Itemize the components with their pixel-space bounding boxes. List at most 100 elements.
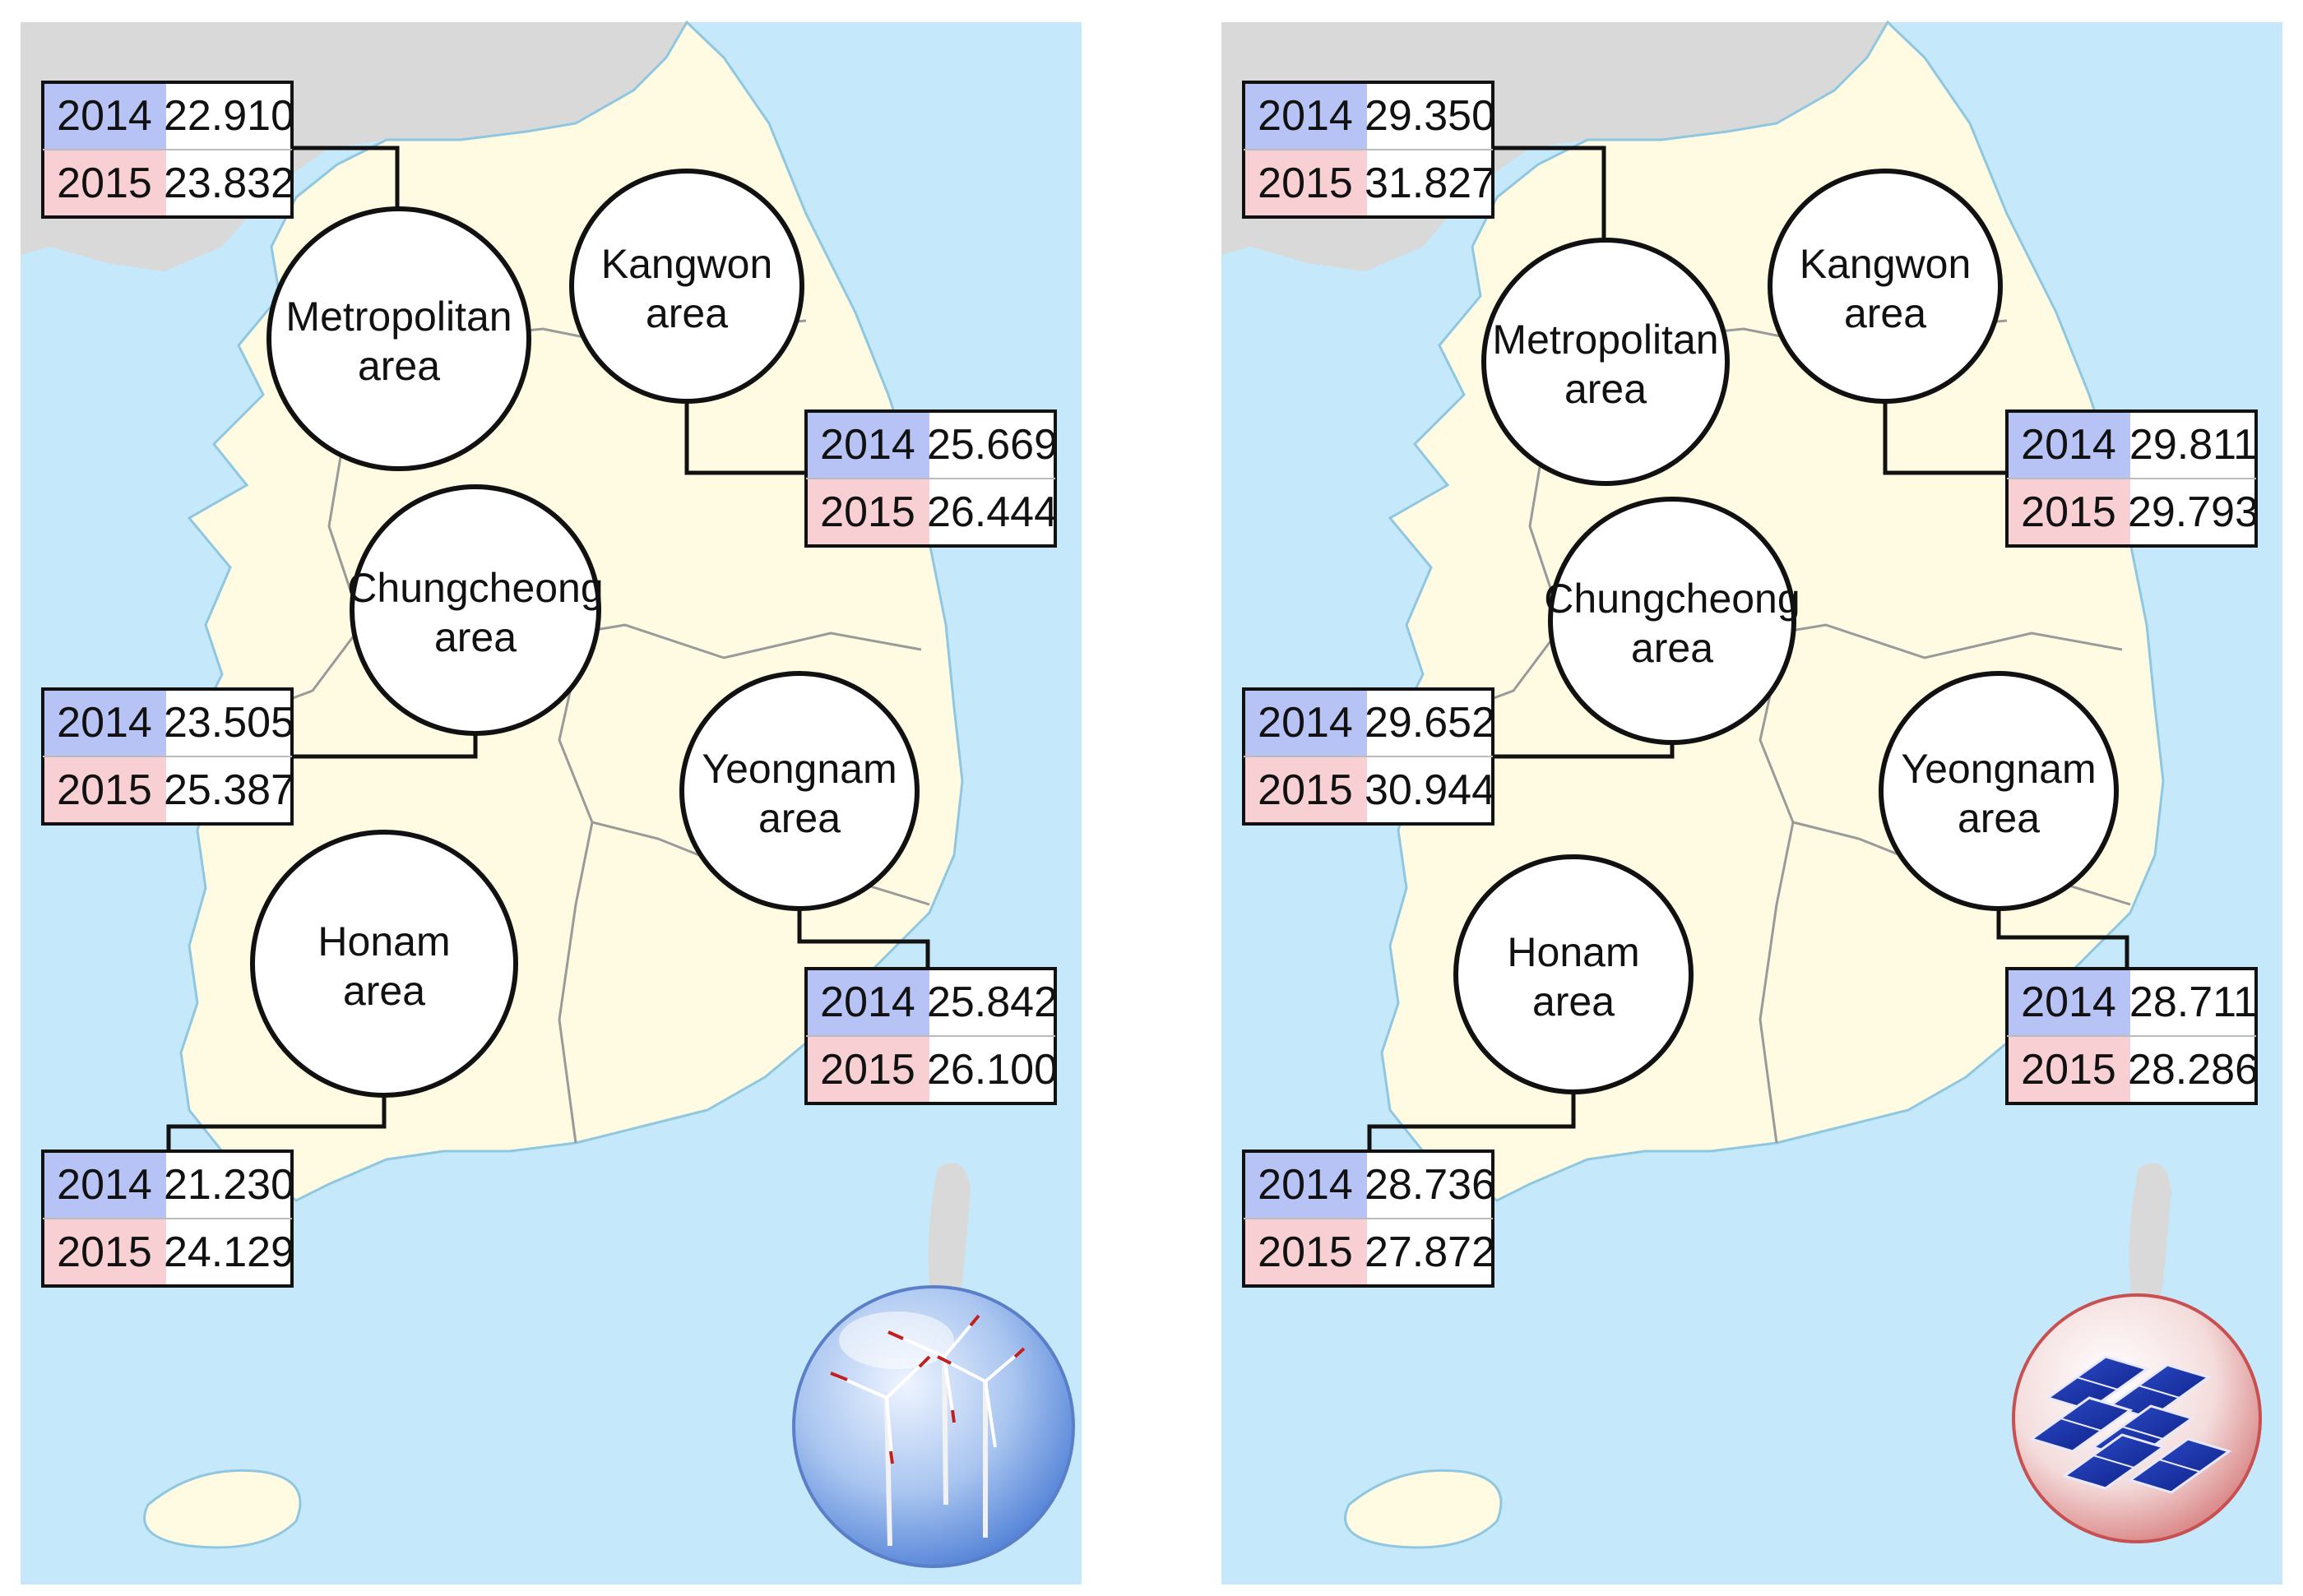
value-label: 25.387 [164,766,294,814]
year-cell [1244,1219,1367,1286]
year-cell [806,479,929,546]
region-name: Kangwon [601,241,773,287]
year-cell [43,689,166,756]
region-circle [266,206,531,471]
region-circle [1548,497,1796,745]
region-name: Chungcheong [1544,576,1800,622]
year-cell [1244,150,1367,217]
connector-line [684,401,806,475]
year-cell [1244,689,1367,756]
year-label: 2014 [820,978,915,1026]
region-name: Yeongnam [1901,746,2096,792]
value-label: 25.842 [927,978,1058,1026]
year-cell [1244,1151,1367,1219]
connector-line [1883,401,2007,475]
value-label: 25.669 [927,421,1058,469]
value-label: 29.793 [2128,488,2259,536]
value-label: 24.129 [164,1228,294,1276]
value-cell [1367,82,1493,150]
value-table: 2014 29.350 2015 31.827 [1242,81,1495,219]
region-circle [569,169,804,404]
year-label: 2014 [57,92,152,140]
region-circle [679,671,920,911]
year-cell [2007,1036,2130,1103]
region-name-suffix: area [1844,290,1926,336]
region-name-suffix: area [758,795,841,841]
year-label: 2014 [820,421,915,469]
value-table: 2014 28.711 2015 28.286 [2005,967,2259,1105]
province-boundaries [246,319,930,1144]
year-label: 2014 [57,1161,152,1209]
value-table: 2014 22.910 2015 23.832 [41,81,294,219]
jeju-island [143,1469,302,1549]
connector-line [1996,909,2129,969]
region-name: Honam [317,918,450,965]
ulleung-island [928,1163,971,1320]
year-label: 2015 [57,160,152,207]
value-cell [929,1036,1055,1103]
value-label: 21.230 [164,1161,294,1209]
region-name: Kangwon [1800,241,1972,287]
year-label: 2015 [2021,488,2116,536]
value-cell [1367,756,1493,824]
solar-panel-icon [2012,1293,2262,1543]
value-table: 2014 29.811 2015 29.793 [2005,409,2259,548]
year-cell [806,411,929,479]
province-boundaries [1447,319,2131,1144]
region-name: Metropolitan [285,294,512,340]
value-label: 29.811 [2129,421,2257,469]
value-label: 27.872 [1365,1228,1495,1276]
year-label: 2015 [57,766,152,814]
region-circle [250,830,518,1098]
year-cell [43,82,166,150]
region-name-suffix: area [1564,366,1647,412]
value-cell [1367,1151,1493,1219]
connector-line [166,1095,387,1151]
value-cell [166,82,292,150]
year-label: 2014 [1258,1161,1353,1209]
year-cell [1244,756,1367,824]
value-cell [1367,150,1493,217]
connector-line [1491,742,1675,759]
value-label: 28.711 [2129,978,2257,1026]
year-label: 2015 [1258,766,1353,814]
connector-line [797,909,930,969]
wind-turbine-icon [792,1285,1075,1568]
value-cell [2130,479,2256,546]
value-label: 23.505 [164,699,294,747]
year-cell [2007,969,2130,1036]
year-label: 2015 [57,1228,152,1276]
year-label: 2015 [1258,160,1353,207]
value-label: 29.652 [1365,699,1495,747]
region-name: Yeongnam [702,746,897,792]
year-cell [43,1151,166,1219]
value-cell [929,479,1055,546]
connector-line [1491,146,1606,240]
value-cell [929,969,1055,1036]
region-circle [1768,169,2003,404]
year-cell [2007,411,2130,479]
connector-line [290,733,478,759]
year-label: 2015 [2021,1046,2116,1094]
value-cell [166,689,292,756]
value-label: 26.444 [927,488,1058,536]
year-label: 2014 [2021,978,2116,1026]
region-name: Honam [1507,929,1639,975]
value-cell [2130,1036,2256,1103]
year-cell [43,1219,166,1286]
connector-line [1367,1092,1576,1151]
region-name-suffix: area [1532,978,1615,1025]
year-label: 2015 [1258,1228,1353,1276]
